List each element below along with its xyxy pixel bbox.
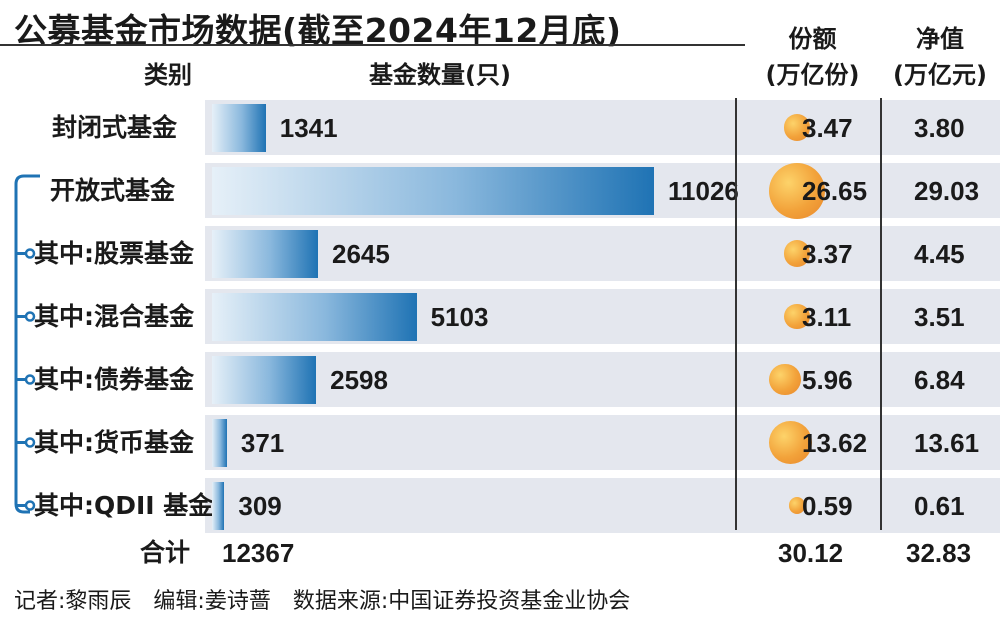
bracket-line [14, 174, 40, 514]
total-label: 合计 [140, 538, 191, 567]
row-category: 其中:债券基金 [34, 364, 194, 394]
count-bar [212, 355, 317, 404]
bracket-dot [24, 437, 36, 448]
row-category: 其中:货币基金 [34, 427, 194, 457]
row-band [205, 478, 1000, 533]
header-category: 类别 [144, 61, 192, 89]
share-bubble [769, 363, 801, 396]
header-share-line2: (万亿份) [765, 61, 860, 89]
total-nav: 32.83 [906, 538, 972, 568]
header-nav-line1: 净值 [916, 25, 964, 53]
count-label: 5103 [430, 301, 489, 332]
share-value: 26.65 [802, 175, 868, 206]
count-label: 2645 [332, 238, 390, 269]
row-band [205, 100, 1000, 155]
share-value: 3.47 [802, 112, 853, 143]
share-value: 0.59 [802, 490, 853, 521]
count-bar [212, 292, 417, 341]
bracket-dot [24, 500, 36, 511]
row-category: 其中:股票基金 [34, 238, 194, 268]
count-bar [212, 418, 227, 467]
nav-value: 13.61 [914, 427, 980, 458]
share-bubble [769, 162, 825, 219]
row-band [205, 415, 1000, 470]
share-bubble [783, 114, 811, 141]
share-value: 3.11 [802, 301, 852, 332]
share-value: 5.96 [802, 364, 853, 395]
row-category: 其中:混合基金 [34, 301, 194, 331]
footer-credits: 记者:黎雨辰 编辑:姜诗蔷 数据来源:中国证券投资基金业协会 [14, 589, 631, 614]
share-bubble [788, 497, 806, 514]
count-label: 1341 [279, 112, 338, 143]
count-label: 371 [240, 427, 285, 458]
share-value: 3.37 [802, 238, 853, 269]
divider-nav [880, 98, 882, 530]
nav-value: 0.61 [914, 490, 965, 521]
nav-value: 6.84 [914, 364, 965, 395]
header-nav-line2: (万亿元) [893, 61, 987, 89]
count-bar [212, 229, 319, 278]
title-rule [0, 44, 745, 46]
header-share-line1: 份额 [788, 25, 837, 53]
divider-share [735, 98, 737, 530]
count-label: 11026 [668, 175, 739, 206]
nav-value: 29.03 [914, 175, 980, 206]
row-category: 封闭式基金 [52, 112, 178, 142]
count-label: 309 [238, 490, 282, 521]
share-value: 13.62 [802, 427, 868, 458]
row-band [205, 226, 1000, 281]
nav-value: 4.45 [914, 238, 965, 269]
bracket-dot [24, 248, 36, 259]
count-bar [212, 166, 654, 215]
total-share: 30.12 [778, 538, 844, 568]
share-bubble [783, 240, 811, 267]
total-count: 12367 [222, 538, 295, 568]
count-bar [212, 481, 225, 530]
row-category: 其中:QDII 基金 [34, 490, 214, 520]
row-category: 开放式基金 [50, 175, 176, 205]
count-bar [212, 103, 266, 152]
share-bubble [784, 303, 810, 330]
bracket-dot [24, 311, 36, 322]
bracket-dot [24, 374, 36, 385]
chart-title: 公募基金市场数据(截至2024年12月底) [14, 11, 622, 50]
nav-value: 3.51 [914, 301, 965, 332]
row-band [205, 352, 1000, 407]
nav-value: 3.80 [914, 112, 965, 143]
header-count: 基金数量(只) [369, 61, 511, 89]
count-label: 2598 [330, 364, 388, 395]
share-bubble [769, 421, 812, 464]
